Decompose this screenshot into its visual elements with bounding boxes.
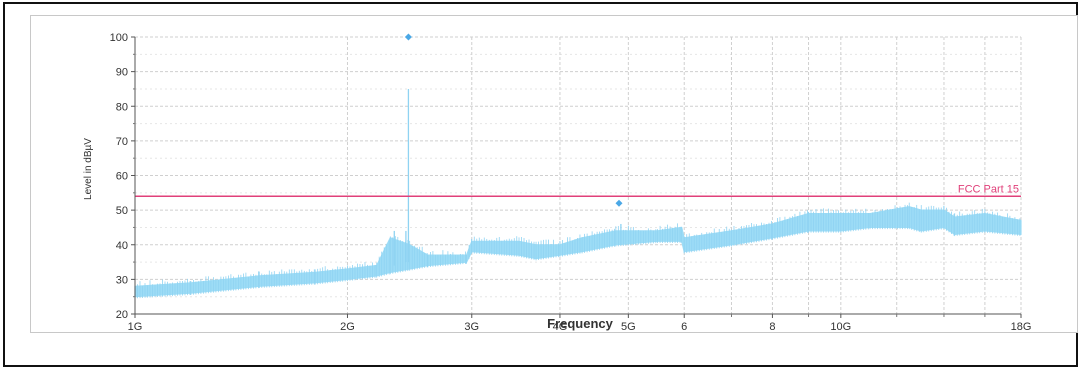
y-tick-label: 30 — [116, 274, 128, 286]
x-tick-label: 4G — [553, 321, 568, 332]
x-tick-label: 2G — [340, 321, 355, 332]
y-tick-label: 20 — [116, 309, 128, 321]
data-layer: FCC Part 15 — [134, 33, 1022, 299]
x-tick-label: 8 — [769, 321, 775, 332]
limit-line-label: FCC Part 15 — [958, 183, 1019, 195]
y-axis-label: Level in dBµV — [83, 138, 94, 200]
x-axis-label: Frequency — [547, 316, 614, 331]
grid-layer — [135, 36, 1022, 315]
y-tick-label: 60 — [116, 171, 128, 183]
chart-panel: FCC Part 15 20 30 40 50 60 70 80 90 100 1G 2G 3G 4G 5… — [30, 15, 1078, 333]
peak-marker — [615, 199, 623, 207]
figure-frame: FCC Part 15 20 30 40 50 60 70 80 90 100 1G 2G 3G 4G 5… — [3, 2, 1078, 367]
x-tick-label: 1G — [128, 321, 143, 332]
y-tick-label: 90 — [116, 67, 128, 79]
y-tick-label: 40 — [116, 240, 128, 252]
y-tick-label: 100 — [110, 32, 128, 44]
peak-marker — [404, 33, 412, 41]
x-tick-label: 10G — [830, 321, 851, 332]
x-tick-label: 6 — [681, 321, 687, 332]
y-tick-label: 80 — [116, 101, 128, 113]
x-tick-label: 18G — [1011, 321, 1032, 332]
x-tick-label: 5G — [621, 321, 636, 332]
axes-layer: 20 30 40 50 60 70 80 90 100 1G 2G 3G 4G 5G 6 8 10G 18G — [110, 32, 1032, 333]
spectrum-band — [134, 206, 1022, 298]
spectrum-chart: FCC Part 15 20 30 40 50 60 70 80 90 100 1G 2G 3G 4G 5… — [83, 32, 1032, 333]
y-tick-label: 50 — [116, 205, 128, 217]
y-tick-label: 70 — [116, 136, 128, 148]
x-tick-label: 3G — [464, 321, 479, 332]
